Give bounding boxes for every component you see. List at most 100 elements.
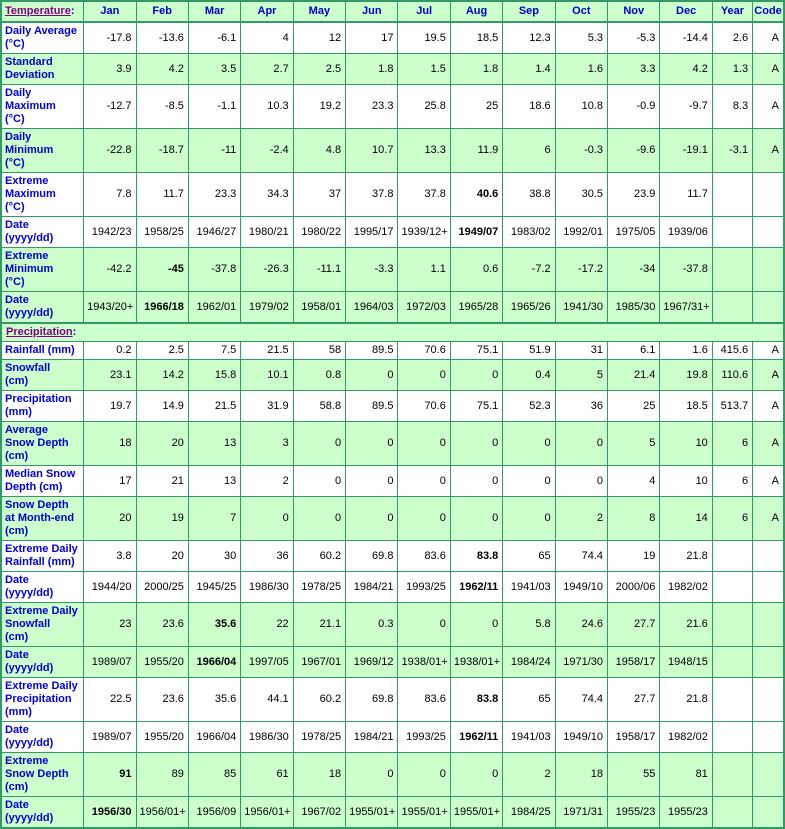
cell: 0	[292, 496, 347, 541]
row-label: Daily Maximum (°C)	[0, 84, 85, 129]
column-header-month: Feb	[135, 0, 189, 23]
cell: 40.6	[449, 172, 504, 217]
cell: 1949/07	[449, 216, 504, 248]
cell: 2.5	[292, 53, 347, 85]
cell: 30	[187, 540, 242, 572]
cell: 69.8	[345, 540, 399, 572]
cell: 2.5	[135, 341, 189, 360]
cell: 12.3	[502, 21, 556, 54]
cell: 19.2	[292, 84, 347, 129]
table-row: Extreme Daily Snowfall (cm) 23 23.6 35.6 22 2…	[0, 602, 785, 647]
cell: 0	[292, 465, 347, 497]
cell: -37.8	[659, 247, 713, 292]
cell: 1.4	[502, 53, 556, 85]
column-header-month: Nov	[607, 0, 661, 23]
cell: 8	[607, 496, 661, 541]
cell: 70.6	[397, 341, 451, 360]
table-row: Average Snow Depth (cm) 18 20 13 3 0 0 0 0 0 0 5 10 6…	[0, 421, 785, 466]
cell: 0	[502, 421, 556, 466]
cell: 5	[554, 359, 609, 391]
cell: 0	[292, 421, 347, 466]
cell: 1938/01+	[449, 646, 504, 678]
precipitation-section-link[interactable]: Precipitation	[6, 326, 73, 338]
cell: 91	[83, 752, 137, 797]
cell: 1956/01+	[240, 796, 294, 829]
cell: 1942/23	[83, 216, 137, 248]
cell: 75.1	[449, 390, 504, 422]
table-row: Daily Average (°C) -17.8 -13.6 -6.1 4 12 17 19.…	[0, 21, 785, 54]
cell	[711, 571, 754, 603]
cell	[752, 796, 785, 829]
cell: -9.7	[659, 84, 713, 129]
cell: 5	[607, 421, 661, 466]
cell: 3	[240, 421, 294, 466]
table-row: Date (yyyy/dd) 1989/07 1955/20 1966/04 1986/…	[0, 721, 785, 753]
table-row: Rainfall (mm) 0.2 2.5 7.5 21.5 58 89.5 70.6 75.1…	[0, 341, 785, 360]
cell: A	[752, 21, 785, 54]
cell: 1941/30	[554, 291, 609, 324]
cell: -3.3	[345, 247, 399, 292]
cell: A	[752, 84, 785, 129]
column-header-month: Oct	[554, 0, 609, 23]
table-row: Date (yyyy/dd) 1956/30 1956/01+ 1956/09 1956…	[0, 796, 785, 829]
temperature-section-link[interactable]: Temperature	[5, 5, 71, 17]
cell	[711, 247, 754, 292]
row-label: Average Snow Depth (cm)	[0, 421, 85, 466]
cell: 1962/11	[449, 571, 504, 603]
cell: 3.5	[187, 53, 242, 85]
cell: 89.5	[345, 390, 399, 422]
cell: 1941/03	[502, 571, 556, 603]
cell: 18.6	[502, 84, 556, 129]
cell: 10.3	[240, 84, 294, 129]
cell: 21.5	[240, 341, 294, 360]
cell: 1.8	[345, 53, 399, 85]
cell: -26.3	[240, 247, 294, 292]
cell: 0	[240, 496, 294, 541]
cell: A	[752, 465, 785, 497]
cell: 12	[292, 21, 347, 54]
cell: 18.5	[659, 390, 713, 422]
cell: 0.8	[292, 359, 347, 391]
cell: 52.3	[502, 390, 556, 422]
cell: 1.5	[397, 53, 451, 85]
cell: 5.8	[502, 602, 556, 647]
cell: 1986/30	[240, 571, 294, 603]
cell: 31.9	[240, 390, 294, 422]
column-header-month: Sep	[502, 0, 556, 23]
cell: 35.6	[187, 602, 242, 647]
cell: 1966/04	[187, 646, 242, 678]
cell: 19.7	[83, 390, 137, 422]
cell: 8.3	[711, 84, 754, 129]
cell: 6	[711, 421, 754, 466]
cell	[711, 540, 754, 572]
cell: 11.7	[659, 172, 713, 217]
cell: 1995/17	[345, 216, 399, 248]
cell: 7.5	[187, 341, 242, 360]
cell: 20	[135, 421, 189, 466]
cell: 1962/11	[449, 721, 504, 753]
cell: 37.8	[345, 172, 399, 217]
cell: 1984/21	[345, 571, 399, 603]
cell: 89.5	[345, 341, 399, 360]
cell: 1955/20	[135, 721, 189, 753]
cell: 85	[187, 752, 242, 797]
cell: -7.2	[502, 247, 556, 292]
cell	[711, 216, 754, 248]
row-label: Date (yyyy/dd)	[0, 721, 85, 753]
cell	[752, 172, 785, 217]
cell: 1989/07	[83, 721, 137, 753]
table-row: Standard Deviation 3.9 4.2 3.5 2.7 2.5 1.8 1.5 1…	[0, 53, 785, 85]
cell: -17.8	[83, 21, 137, 54]
cell: 1975/05	[607, 216, 661, 248]
cell: A	[752, 341, 785, 360]
cell: 14.9	[135, 390, 189, 422]
cell: 6	[711, 465, 754, 497]
cell: 4.8	[292, 128, 347, 173]
cell: 30.5	[554, 172, 609, 217]
cell: 18	[554, 752, 609, 797]
row-label: Date (yyyy/dd)	[0, 216, 85, 248]
row-label: Extreme Daily Precipitation (mm)	[0, 677, 85, 722]
table-row: Snow Depth at Month-end (cm) 20 19 7 0 0 0 0 0 0 2…	[0, 496, 785, 541]
cell: 1967/01	[292, 646, 347, 678]
cell: 4.2	[135, 53, 189, 85]
